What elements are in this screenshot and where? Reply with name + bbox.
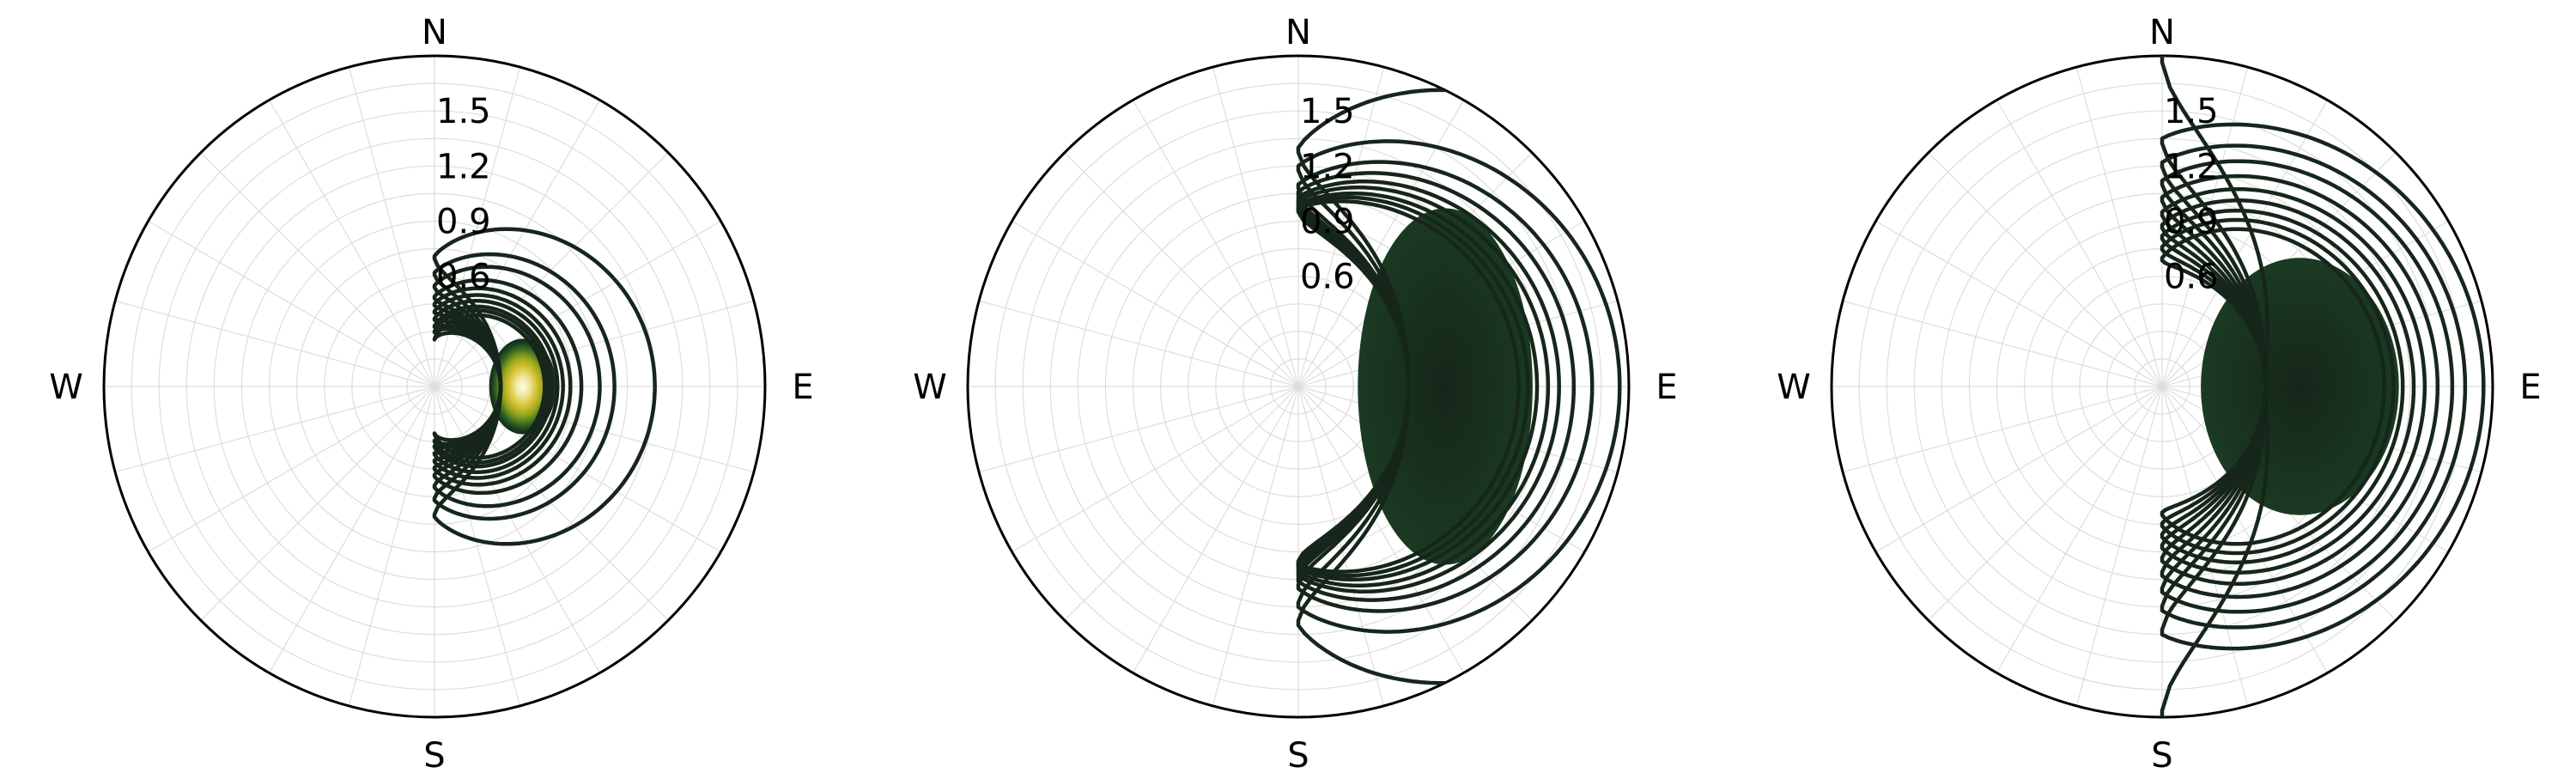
grid-spoke (1012, 386, 1299, 553)
grid-spoke (1297, 386, 1385, 707)
grid-spoke (1132, 100, 1299, 387)
theta-label-e: E (1656, 368, 1677, 407)
grid-spoke (2161, 386, 2249, 707)
contour-line-10 (2160, 227, 2387, 546)
grid-spoke (148, 386, 435, 553)
r-tick-label-0-9: 0.9 (1300, 203, 1355, 242)
grid-spoke (200, 152, 435, 387)
r-tick-label-1-2: 1.2 (1300, 147, 1355, 186)
r-tick-label-0-9: 0.9 (2164, 203, 2219, 242)
grid-spoke (978, 300, 1299, 387)
r-tick-label-1-2: 1.2 (2164, 147, 2219, 186)
grid-spoke (1132, 386, 1299, 673)
theta-label-w: W (1777, 368, 1811, 407)
grid-spoke (2161, 66, 2249, 387)
grid-spoke (1996, 100, 2163, 387)
r-tick-label-0-6: 0.6 (2164, 258, 2219, 297)
grid-spoke (1212, 66, 1299, 387)
grid-spoke (2075, 66, 2163, 387)
grid-spoke (434, 220, 721, 387)
theta-label-e: E (792, 368, 813, 407)
theta-label-w: W (49, 368, 83, 407)
polar-boundary (966, 54, 1631, 719)
polar-boundary (102, 54, 767, 719)
grid-spoke (1928, 386, 2163, 621)
theta-label-w: W (913, 368, 947, 407)
grid-spoke (1064, 152, 1299, 387)
grid-spoke (1212, 386, 1299, 707)
r-tick-label-1-5: 1.5 (2164, 92, 2219, 131)
grid-spoke (434, 386, 669, 621)
grid-spoke (1928, 152, 2163, 387)
theta-label-s: S (1287, 736, 1309, 773)
theta-label-n: N (2149, 13, 2175, 52)
r-tick-label-1-5: 1.5 (1300, 92, 1355, 131)
polar-panel-2: N E S W 0.6 0.9 1.2 1.5 (913, 13, 1677, 773)
grid-spoke (1842, 300, 2163, 387)
density-fill (1358, 208, 1533, 565)
contour-line-1 (2160, 56, 2493, 717)
grid-spoke (1875, 220, 2163, 387)
r-tick-label-0-9: 0.9 (436, 203, 491, 242)
grid-spoke (268, 100, 435, 387)
grid-spoke (348, 386, 435, 707)
grid-spoke (2161, 386, 2329, 673)
grid-spoke (348, 66, 435, 387)
grid-spoke (1875, 386, 2163, 553)
grid-spoke (1297, 66, 1385, 387)
r-tick-label-0-6: 0.6 (1300, 258, 1355, 297)
grid-spoke (978, 386, 1299, 473)
grid-spoke (200, 386, 435, 621)
contour-line-10 (432, 313, 547, 460)
theta-label-e: E (2519, 368, 2541, 407)
theta-label-n: N (422, 13, 447, 52)
grid-spoke (1996, 386, 2163, 673)
contour-line-2 (2160, 122, 2486, 651)
grid-spoke (2161, 100, 2329, 387)
contour-line-9 (1296, 199, 1521, 574)
r-tick-label-1-5: 1.5 (436, 92, 491, 131)
theta-label-s: S (2151, 736, 2172, 773)
grid-spoke (2075, 386, 2163, 707)
polar-panel-1: N E S W 0.6 0.9 1.2 1.5 (49, 13, 813, 773)
grid-spoke (434, 100, 601, 387)
grid-spoke (148, 220, 435, 387)
theta-label-n: N (1285, 13, 1311, 52)
grid-spoke (114, 300, 435, 387)
grid-spoke (434, 152, 669, 387)
polar-panel-3: N E S W 0.6 0.9 1.2 1.5 (1777, 13, 2541, 773)
r-tick-label-1-2: 1.2 (436, 147, 491, 186)
grid-spoke (1012, 220, 1299, 387)
grid-spoke (434, 386, 721, 553)
r-tick-label-0-6: 0.6 (436, 258, 491, 297)
theta-label-s: S (423, 736, 445, 773)
grid-spoke (434, 386, 601, 673)
grid-spoke (1064, 386, 1299, 621)
grid-spoke (114, 386, 435, 473)
grid-spoke (268, 386, 435, 673)
grid-spoke (1842, 386, 2163, 473)
